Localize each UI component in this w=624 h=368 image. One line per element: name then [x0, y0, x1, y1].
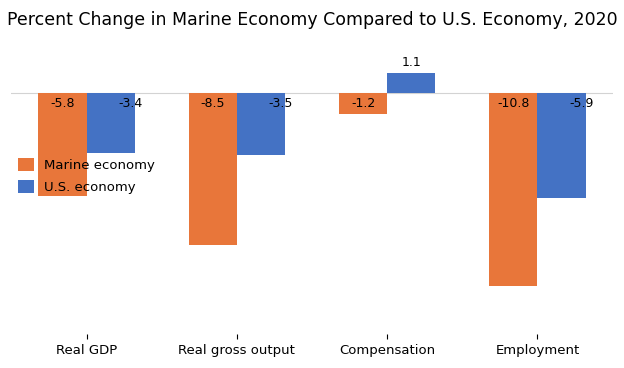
Text: -5.9: -5.9 [569, 97, 593, 110]
Bar [387, 73, 436, 93]
Text: -5.8: -5.8 [51, 97, 75, 110]
Bar [188, 93, 237, 245]
Text: -3.5: -3.5 [268, 97, 293, 110]
Bar [489, 93, 537, 286]
Text: -3.4: -3.4 [118, 97, 142, 110]
Bar [537, 93, 585, 198]
Title: Percent Change in Marine Economy Compared to U.S. Economy, 2020: Percent Change in Marine Economy Compare… [7, 11, 617, 29]
Bar [237, 93, 285, 155]
Text: -8.5: -8.5 [200, 97, 225, 110]
Bar [87, 93, 135, 153]
Bar [39, 93, 87, 197]
Legend: Marine economy, U.S. economy: Marine economy, U.S. economy [17, 158, 155, 194]
Text: -1.2: -1.2 [351, 97, 375, 110]
Bar [339, 93, 387, 114]
Text: -10.8: -10.8 [497, 97, 530, 110]
Text: 1.1: 1.1 [401, 56, 421, 68]
